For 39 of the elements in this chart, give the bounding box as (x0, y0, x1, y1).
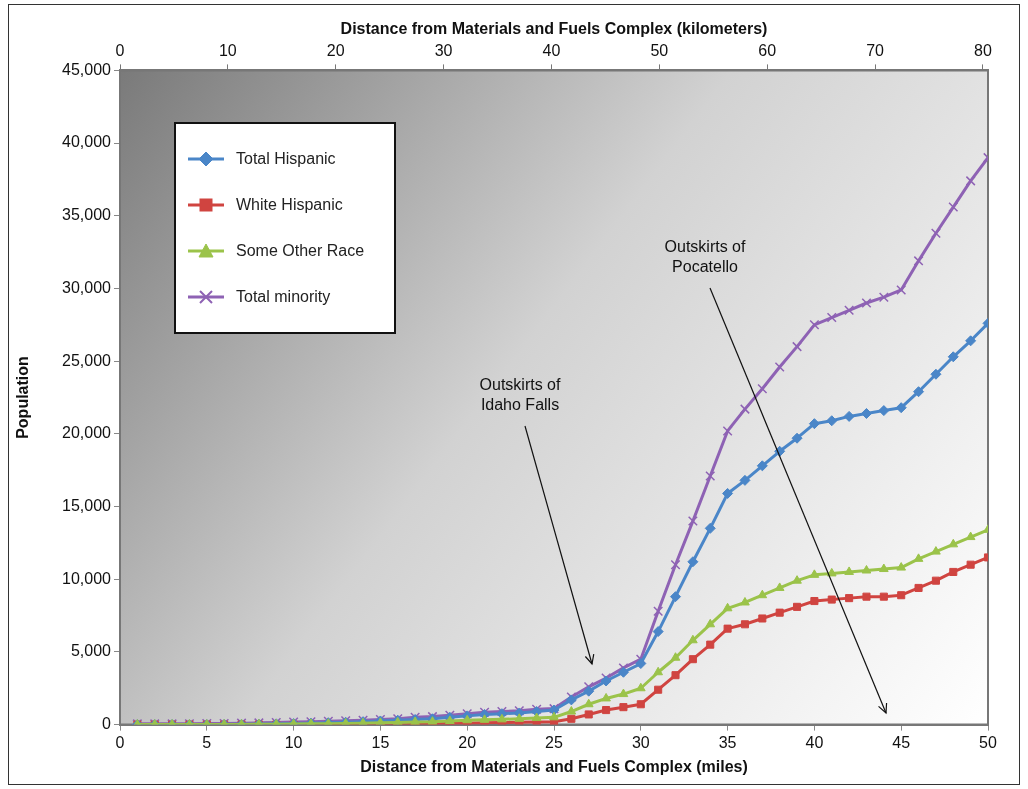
x2-tick-label: 20 (326, 42, 345, 60)
y-tick-label: 0 (102, 715, 112, 733)
x2-tick-label: 40 (542, 42, 561, 60)
x2-tick-label: 0 (115, 42, 125, 60)
y-tick-label: 30,000 (62, 278, 112, 296)
x2-tick-label: 50 (650, 42, 669, 60)
legend-label: White Hispanic (236, 196, 343, 214)
y-axis-title: Population (14, 356, 32, 439)
y-tick-label: 15,000 (62, 496, 112, 514)
y-tick-label: 45,000 (62, 60, 112, 78)
x-axis-title: Distance from Materials and Fuels Complex (miles) (360, 757, 748, 775)
y-tick-label: 10,000 (62, 569, 112, 587)
x2-tick-label: 10 (218, 42, 237, 60)
x-tick-label: 45 (892, 733, 911, 751)
x-tick-label: 20 (458, 733, 477, 751)
x2-axis-title: Distance from Materials and Fuels Complex (kilometers) (340, 20, 768, 38)
y-tick-label: 35,000 (62, 206, 112, 224)
x-tick-label: 40 (805, 733, 824, 751)
x2-tick-label: 30 (434, 42, 453, 60)
x2-tick-label: 70 (866, 42, 885, 60)
legend-label: Total minority (236, 288, 331, 306)
y-tick-label: 5,000 (70, 642, 112, 660)
x-tick-label: 50 (979, 733, 997, 751)
x-tick-label: 30 (631, 733, 650, 751)
legend-label: Total Hispanic (236, 150, 336, 168)
x-tick-label: 35 (718, 733, 737, 751)
x-tick-label: 5 (202, 733, 212, 751)
x-tick-label: 10 (284, 733, 303, 751)
annotation: Outskirts of Pocatello (664, 238, 747, 276)
legend-label: Some Other Race (236, 242, 365, 260)
x-tick-label: 0 (115, 733, 125, 751)
annotation: Outskirts of Idaho Falls (479, 376, 562, 414)
y-tick-label: 25,000 (62, 351, 112, 369)
x2-tick-label: 80 (974, 42, 992, 60)
x2-tick-label: 60 (758, 42, 777, 60)
y-tick-label: 40,000 (62, 133, 112, 151)
x-tick-label: 25 (545, 733, 563, 751)
y-tick-label: 20,000 (62, 424, 112, 442)
x-tick-label: 15 (371, 733, 390, 751)
